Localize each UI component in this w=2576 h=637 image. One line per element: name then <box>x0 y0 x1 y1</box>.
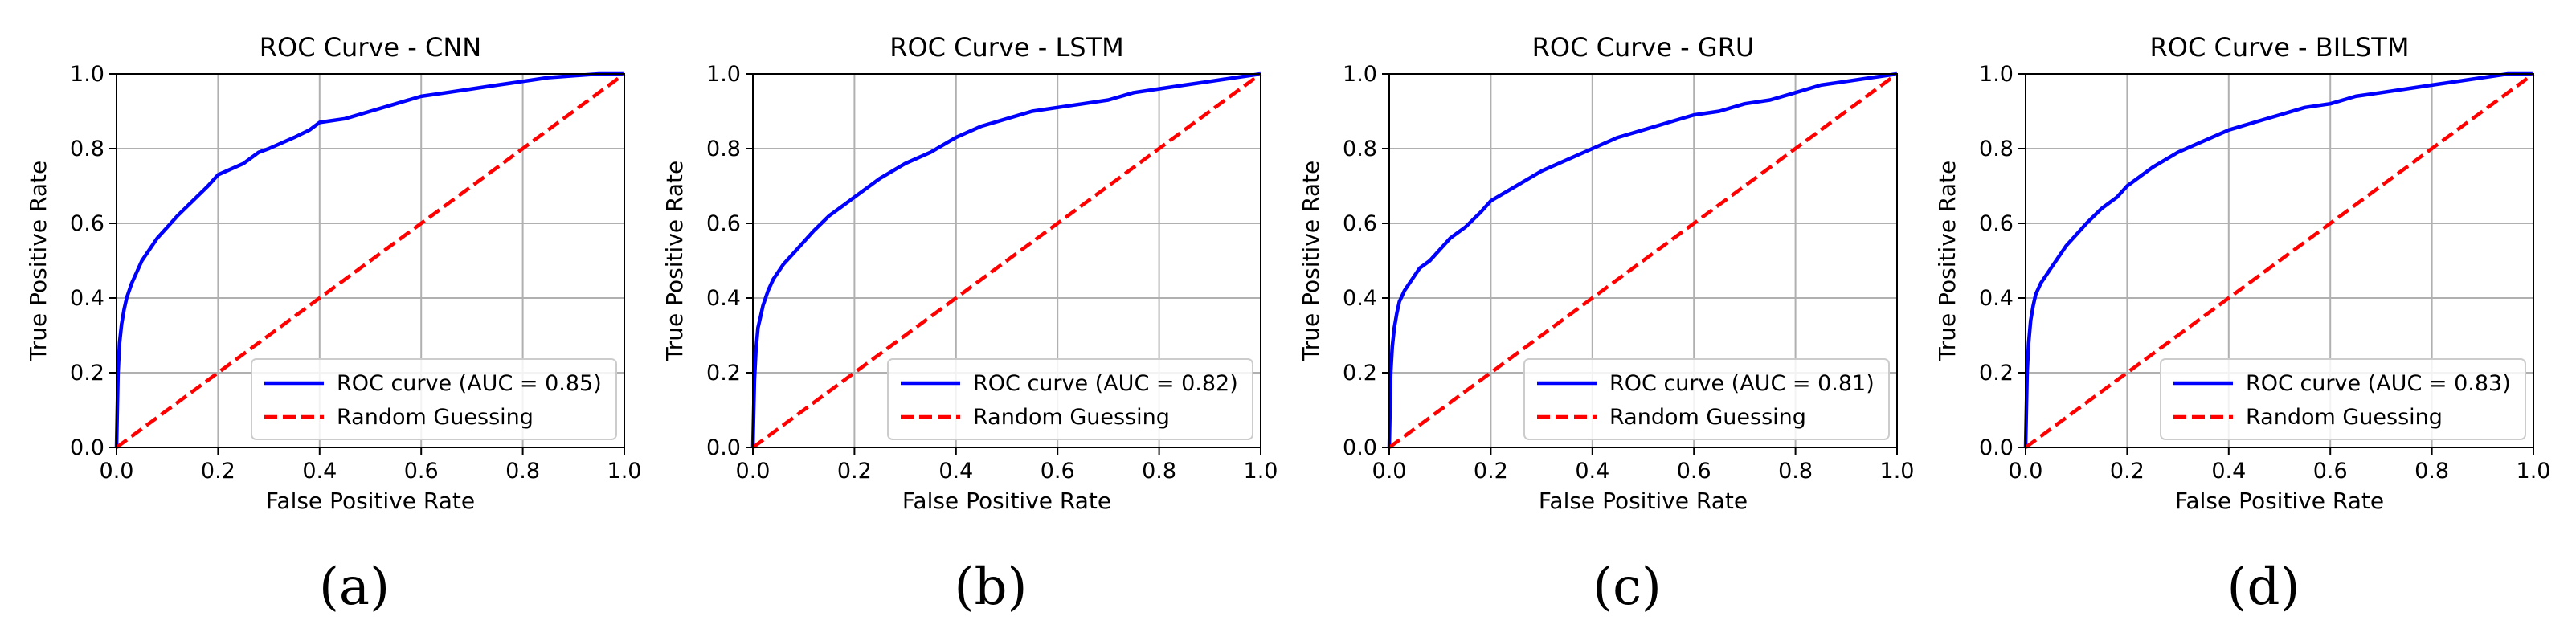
x-tick-label-1: 0.2 <box>1474 459 1508 484</box>
y-axis-label: True Positive Rate <box>25 161 51 361</box>
chart-title: ROC Curve - CNN <box>260 32 481 63</box>
legend-box <box>2160 358 2526 440</box>
chart-panel-1: 0.0 0.2 0.4 0.6 0.8 1.0 0.0 0.2 0.4 0.6 0.8 1.0 ROC … <box>661 32 1278 617</box>
y-axis-label: True Positive Rate <box>1298 161 1324 361</box>
legend-entry-1: Random Guessing <box>1609 405 1806 430</box>
y-tick-label-3: 0.6 <box>70 211 104 236</box>
x-tick-label-3: 0.6 <box>404 459 439 484</box>
y-tick-label-1: 0.2 <box>706 361 741 386</box>
y-tick-label-0: 0.0 <box>70 435 104 460</box>
legend-entry-0: ROC curve (AUC = 0.82) <box>973 371 1238 396</box>
y-tick-label-2: 0.4 <box>1343 286 1377 311</box>
panel-label: (a) <box>319 557 390 617</box>
x-tick-label-4: 0.8 <box>505 459 540 484</box>
x-tick-label-4: 0.8 <box>1778 459 1813 484</box>
x-tick-label-2: 0.4 <box>938 459 973 484</box>
chart-panel-3: 0.0 0.2 0.4 0.6 0.8 1.0 0.0 0.2 0.4 0.6 0.8 1.0 ROC … <box>1934 32 2550 617</box>
chart-panel-0: 0.0 0.2 0.4 0.6 0.8 1.0 0.0 0.2 0.4 0.6 0.8 1.0 ROC … <box>25 32 641 617</box>
chart-title: ROC Curve - GRU <box>1532 32 1755 63</box>
x-tick-label-0: 0.0 <box>2009 459 2043 484</box>
chart-title: ROC Curve - LSTM <box>889 32 1124 63</box>
random-guess-line <box>2024 72 2535 449</box>
axes-frame <box>2025 73 2534 448</box>
x-axis-label: False Positive Rate <box>2175 488 2384 514</box>
y-tick-label-4: 0.8 <box>70 137 104 161</box>
y-tick-label-1: 0.2 <box>70 361 104 386</box>
legend-entry-0: ROC curve (AUC = 0.83) <box>2246 371 2511 396</box>
y-tick-label-4: 0.8 <box>1979 137 2014 161</box>
y-tick-label-0: 0.0 <box>1979 435 2014 460</box>
y-tick-label-2: 0.4 <box>706 286 741 311</box>
y-tick-label-1: 0.2 <box>1979 361 2014 386</box>
x-tick-label-5: 1.0 <box>2517 459 2551 484</box>
x-tick-label-1: 0.2 <box>2110 459 2145 484</box>
x-tick-label-4: 0.8 <box>2414 459 2449 484</box>
legend-box <box>251 358 617 440</box>
x-tick-label-0: 0.0 <box>100 459 134 484</box>
roc-curve-line <box>2023 71 2533 448</box>
roc-curve-line <box>750 71 1261 448</box>
x-tick-label-3: 0.6 <box>1677 459 1711 484</box>
y-tick-label-3: 0.6 <box>1979 211 2014 236</box>
panel-label: (d) <box>2227 557 2300 617</box>
legend-box <box>887 358 1253 440</box>
random-guess-line <box>1388 72 1899 449</box>
panel-label: (c) <box>1593 557 1662 617</box>
legend-box <box>1523 358 1890 440</box>
axes-frame <box>752 73 1261 448</box>
y-tick-label-4: 0.8 <box>706 137 741 161</box>
axes-frame <box>116 73 625 448</box>
x-tick-label-2: 0.4 <box>302 459 337 484</box>
y-tick-label-3: 0.6 <box>706 211 741 236</box>
x-axis-label: False Positive Rate <box>266 488 475 514</box>
roc-curve-line <box>114 71 624 448</box>
legend-entry-1: Random Guessing <box>337 405 534 430</box>
y-tick-label-2: 0.4 <box>70 286 104 311</box>
axes-frame <box>1388 73 1898 448</box>
panel-label: (b) <box>955 557 1028 617</box>
legend-entry-0: ROC curve (AUC = 0.85) <box>337 371 602 396</box>
y-tick-label-4: 0.8 <box>1343 137 1377 161</box>
x-tick-label-3: 0.6 <box>1041 459 1075 484</box>
x-axis-label: False Positive Rate <box>902 488 1111 514</box>
y-axis-label: True Positive Rate <box>661 161 688 361</box>
x-tick-label-5: 1.0 <box>607 459 642 484</box>
x-tick-label-0: 0.0 <box>1372 459 1407 484</box>
x-tick-label-1: 0.2 <box>201 459 235 484</box>
x-tick-label-1: 0.2 <box>837 459 872 484</box>
x-tick-label-5: 1.0 <box>1880 459 1915 484</box>
y-tick-label-3: 0.6 <box>1343 211 1377 236</box>
x-tick-label-4: 0.8 <box>1142 459 1176 484</box>
chart-panel-2: 0.0 0.2 0.4 0.6 0.8 1.0 0.0 0.2 0.4 0.6 0.8 1.0 ROC … <box>1298 32 1914 617</box>
x-tick-label-0: 0.0 <box>736 459 771 484</box>
legend-entry-0: ROC curve (AUC = 0.81) <box>1609 371 1875 396</box>
y-tick-label-5: 1.0 <box>1343 62 1377 87</box>
legend-entry-1: Random Guessing <box>2246 405 2443 430</box>
random-guess-line <box>115 72 626 449</box>
y-tick-label-5: 1.0 <box>1979 62 2014 87</box>
y-tick-label-5: 1.0 <box>70 62 104 87</box>
random-guess-line <box>751 72 1262 449</box>
y-tick-label-1: 0.2 <box>1343 361 1377 386</box>
y-tick-label-0: 0.0 <box>1343 435 1377 460</box>
y-tick-label-0: 0.0 <box>706 435 741 460</box>
x-axis-label: False Positive Rate <box>1539 488 1748 514</box>
chart-title: ROC Curve - BILSTM <box>2150 32 2410 63</box>
x-tick-label-2: 0.4 <box>2211 459 2246 484</box>
y-tick-label-2: 0.4 <box>1979 286 2014 311</box>
legend-entry-1: Random Guessing <box>973 405 1170 430</box>
x-tick-label-5: 1.0 <box>1244 459 1278 484</box>
x-tick-label-2: 0.4 <box>1575 459 1609 484</box>
y-axis-label: True Positive Rate <box>1934 161 1961 361</box>
x-tick-label-3: 0.6 <box>2313 459 2348 484</box>
y-tick-label-5: 1.0 <box>706 62 741 87</box>
roc-curve-line <box>1387 71 1898 448</box>
